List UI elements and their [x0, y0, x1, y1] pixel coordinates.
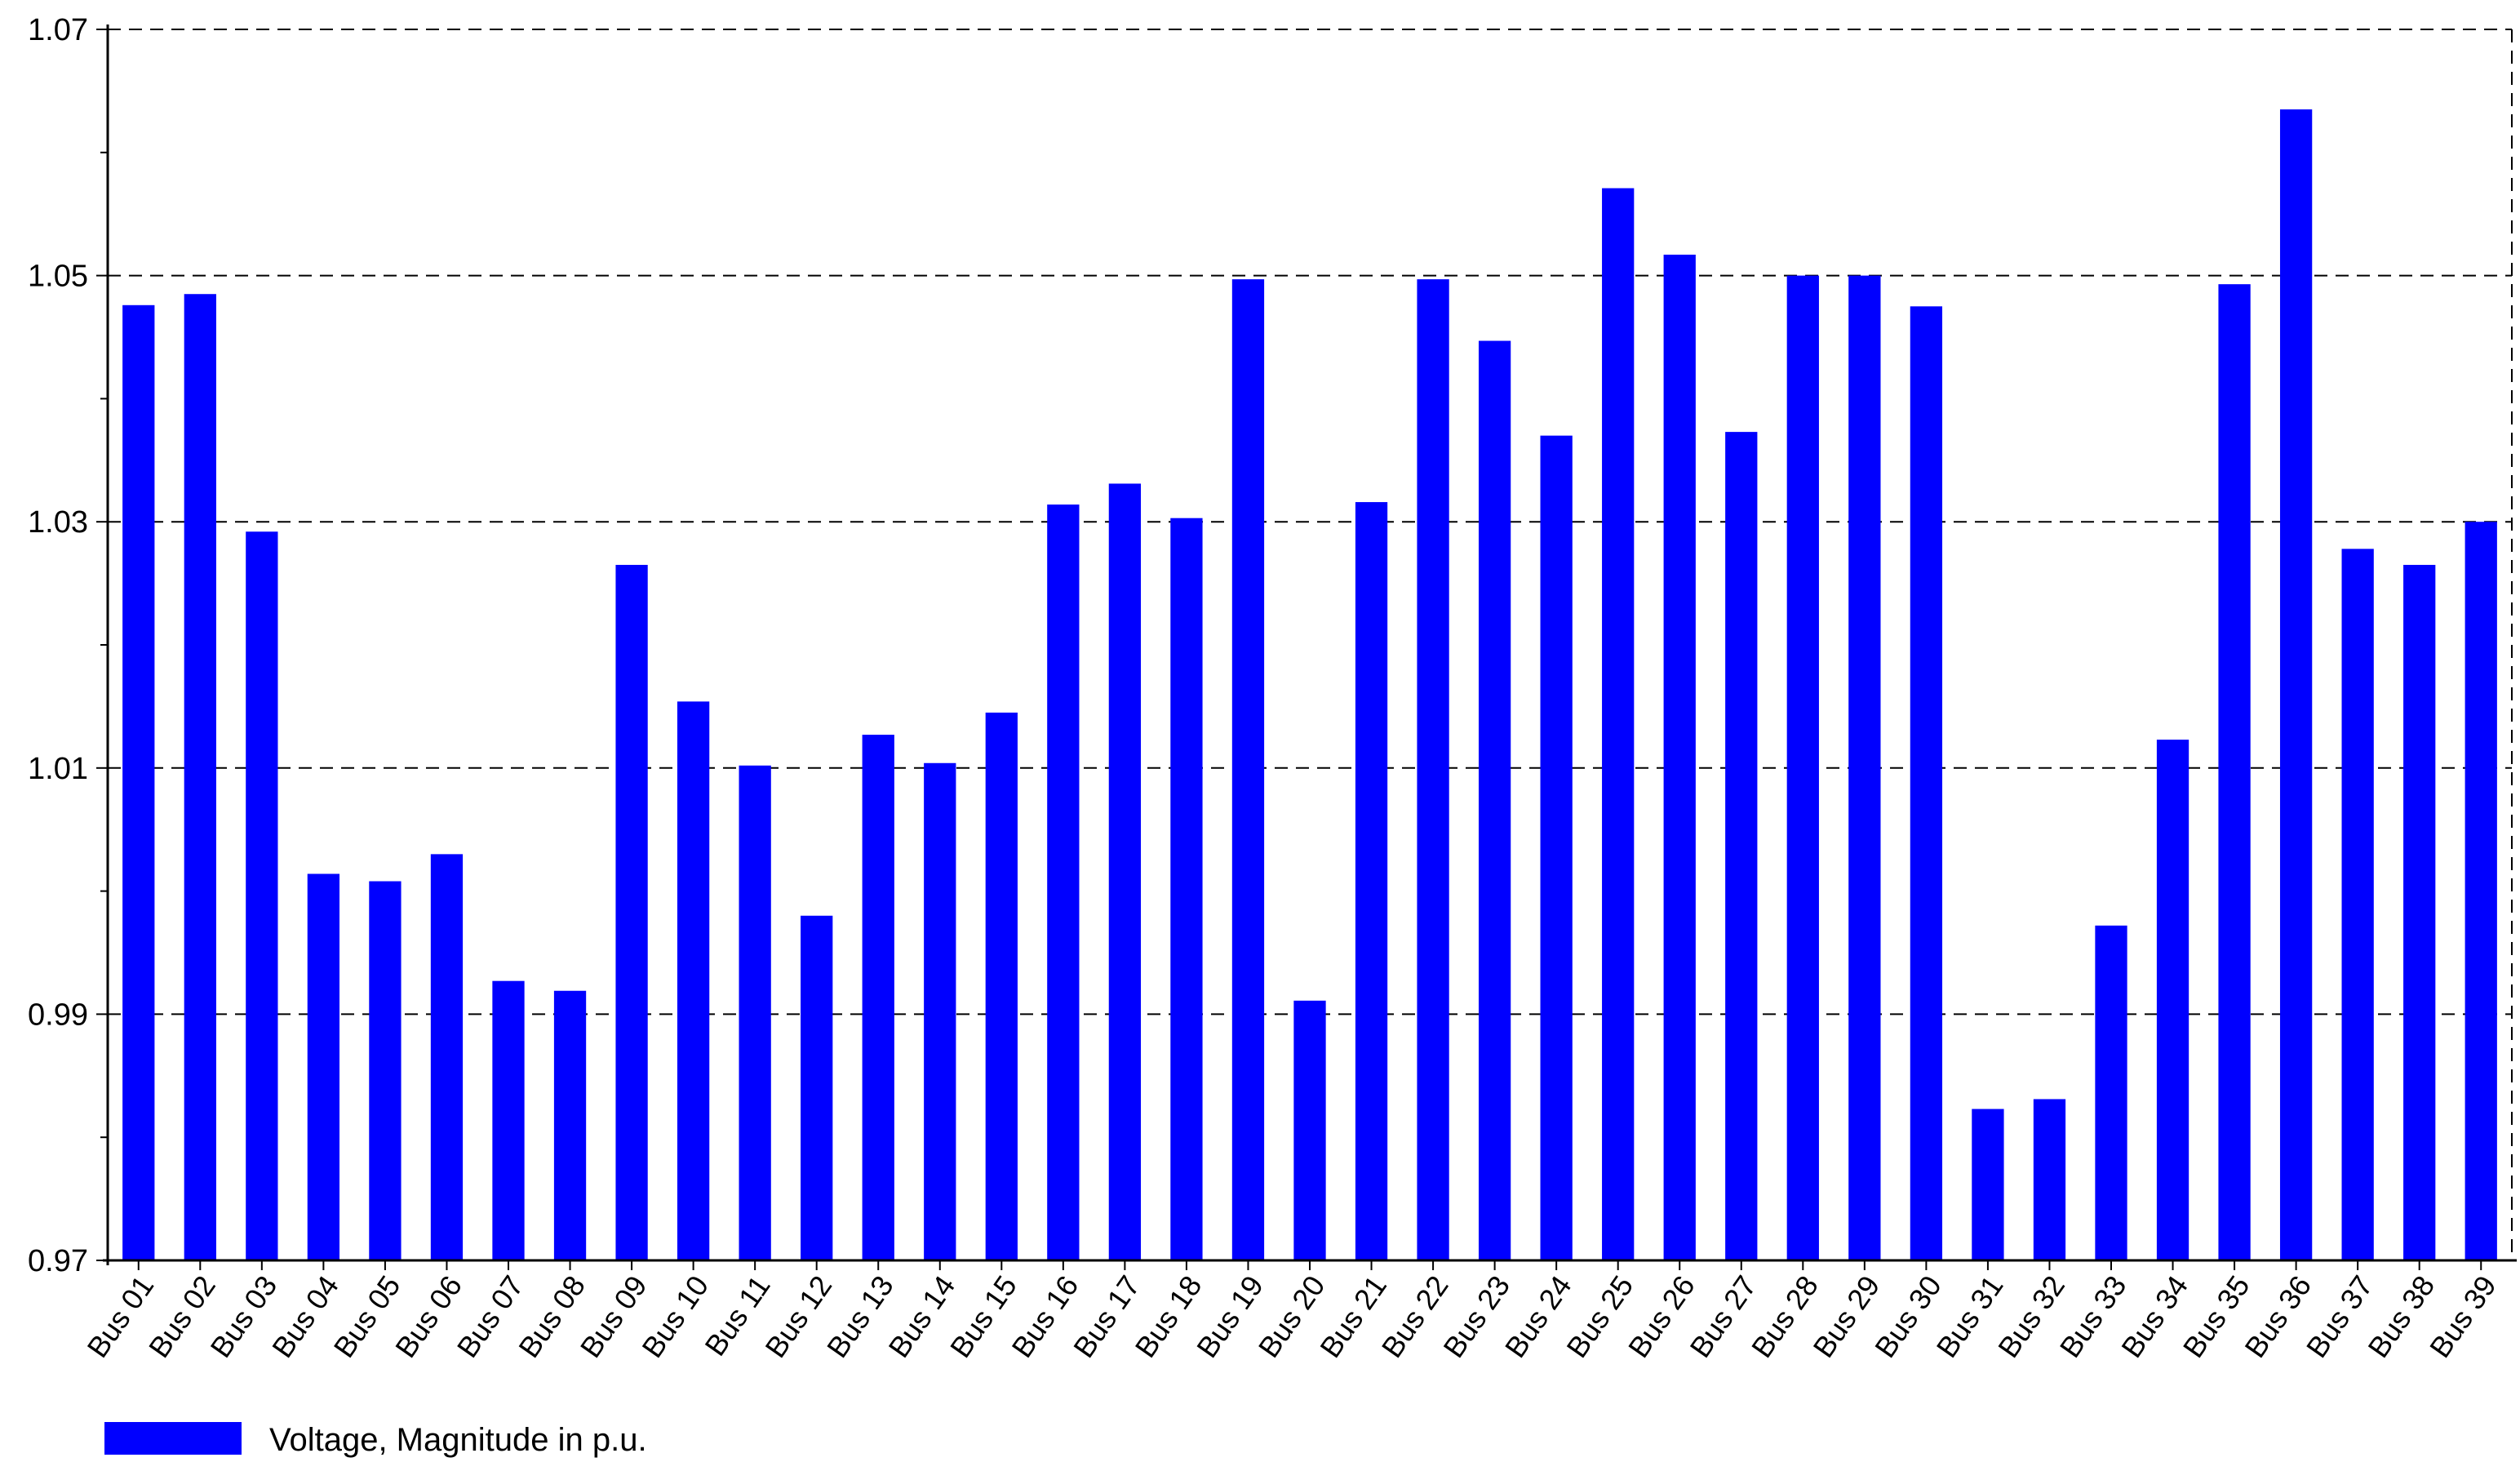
bar: [430, 854, 464, 1260]
bar: [1108, 483, 1142, 1260]
bar: [801, 915, 833, 1260]
x-tick-label: Bus 10: [635, 1269, 715, 1363]
bar: [2341, 549, 2374, 1260]
bar: [1170, 518, 1203, 1260]
bar: [1047, 504, 1080, 1260]
bar: [122, 304, 155, 1260]
y-tick-label: 1.03: [28, 505, 88, 540]
y-tick-label: 0.97: [28, 1244, 88, 1278]
bar: [1417, 279, 1449, 1260]
bar: [1293, 1000, 1326, 1260]
bar: [1786, 275, 1819, 1261]
y-tick-label: 1.07: [28, 13, 88, 47]
axes: [96, 24, 2517, 1270]
bar: [677, 701, 710, 1260]
bar: [553, 990, 587, 1260]
bar: [1910, 306, 1943, 1260]
bar: [2218, 284, 2251, 1260]
bar: [1478, 340, 1511, 1261]
bar: [307, 873, 340, 1260]
bar: [2095, 925, 2127, 1260]
y-tick-label: 1.01: [28, 752, 88, 786]
bar: [1602, 188, 1635, 1261]
bar: [492, 980, 525, 1260]
bar: [246, 531, 278, 1260]
bar: [2033, 1099, 2066, 1260]
bar: [924, 762, 956, 1260]
bar: [862, 735, 894, 1260]
bar: [615, 564, 648, 1260]
bar: [739, 765, 771, 1260]
bar: [985, 712, 1018, 1260]
bar: [2465, 522, 2497, 1260]
x-tick-label: Bus 39: [2423, 1269, 2503, 1363]
bar: [1848, 275, 1881, 1261]
bars: [122, 109, 2497, 1261]
legend-swatch: [104, 1422, 242, 1455]
bar: [1540, 435, 1573, 1260]
legend-label: Voltage, Magnitude in p.u.: [269, 1422, 647, 1458]
bar: [1725, 432, 1758, 1260]
bar: [1231, 279, 1265, 1260]
bar: [1972, 1109, 2004, 1260]
bar: [184, 294, 216, 1261]
bar: [1355, 502, 1388, 1260]
y-tick-label: 1.05: [28, 260, 88, 294]
bar: [369, 881, 402, 1260]
y-tick-label: 0.99: [28, 998, 88, 1032]
bar: [2156, 740, 2189, 1260]
bar: [1663, 254, 1696, 1260]
y-axis-tick-labels: 0.97 0.99 1.01 1.03 1.05 1.07: [28, 13, 88, 1278]
legend: Voltage, Magnitude in p.u.: [104, 1422, 647, 1458]
bar: [2279, 109, 2313, 1260]
bar: [2403, 564, 2436, 1260]
